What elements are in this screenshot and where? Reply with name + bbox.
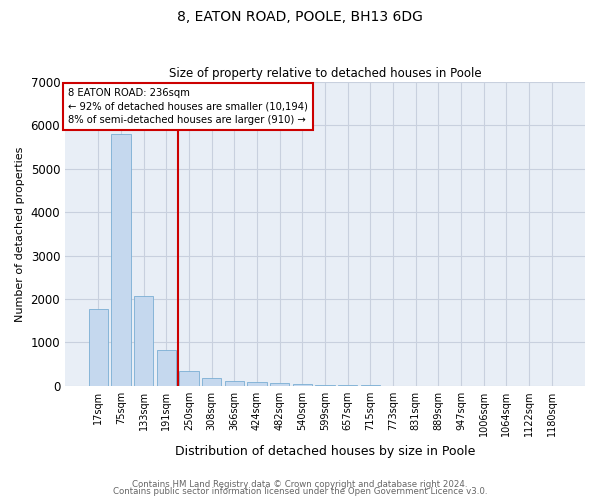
Bar — [134, 296, 153, 386]
Y-axis label: Number of detached properties: Number of detached properties — [15, 146, 25, 322]
Bar — [112, 134, 131, 386]
Text: 8, EATON ROAD, POOLE, BH13 6DG: 8, EATON ROAD, POOLE, BH13 6DG — [177, 10, 423, 24]
Bar — [225, 381, 244, 386]
Bar — [179, 371, 199, 386]
Text: 8 EATON ROAD: 236sqm
← 92% of detached houses are smaller (10,194)
8% of semi-de: 8 EATON ROAD: 236sqm ← 92% of detached h… — [68, 88, 308, 124]
Text: Contains public sector information licensed under the Open Government Licence v3: Contains public sector information licen… — [113, 487, 487, 496]
Bar — [293, 384, 312, 386]
Bar — [316, 385, 335, 386]
Bar — [202, 378, 221, 386]
Bar — [247, 382, 266, 386]
Bar — [157, 350, 176, 386]
Text: Contains HM Land Registry data © Crown copyright and database right 2024.: Contains HM Land Registry data © Crown c… — [132, 480, 468, 489]
Title: Size of property relative to detached houses in Poole: Size of property relative to detached ho… — [169, 66, 481, 80]
Bar — [270, 383, 289, 386]
X-axis label: Distribution of detached houses by size in Poole: Distribution of detached houses by size … — [175, 444, 475, 458]
Bar — [338, 385, 358, 386]
Bar — [89, 308, 108, 386]
